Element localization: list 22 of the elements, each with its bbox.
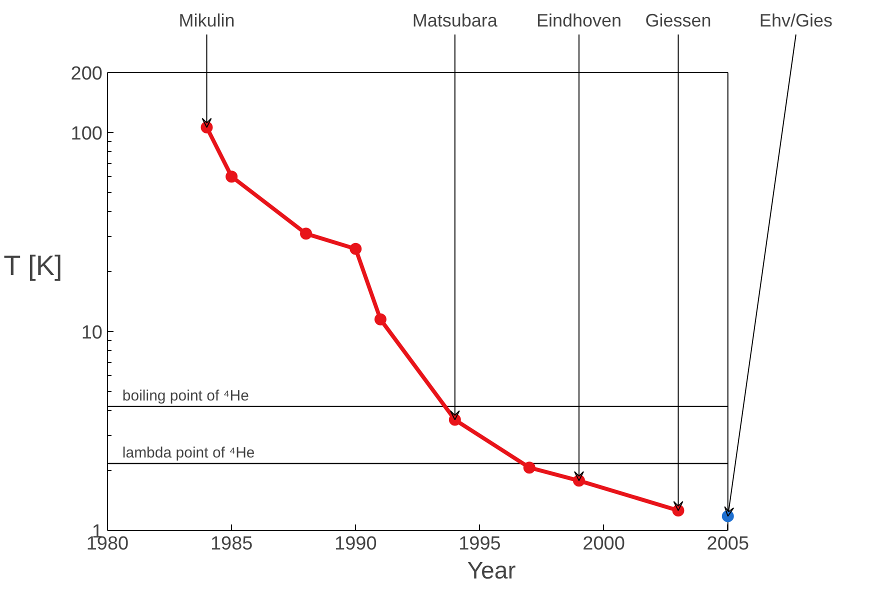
y-tick-label: 10: [81, 322, 103, 344]
y-tick-label: 200: [70, 64, 102, 84]
x-tick-label: 2005: [706, 534, 750, 554]
x-tick-label: 2000: [582, 534, 625, 554]
x-tick-label: 1985: [210, 534, 253, 554]
ref-line-label: boiling point of ⁴He: [122, 387, 249, 404]
x-tick-label: 1995: [458, 534, 501, 554]
annotation: Matsubara: [412, 10, 498, 30]
annotation: Giessen: [645, 10, 712, 30]
ref-line-label: lambda point of ⁴He: [122, 444, 255, 462]
x-axis-title: Year: [467, 558, 516, 584]
point: [350, 242, 362, 255]
y-axis-title: T [K]: [4, 250, 62, 281]
point: [374, 313, 386, 326]
point: [300, 228, 312, 240]
x-tick-label: 1990: [334, 534, 377, 554]
annotation: Mikulin: [178, 10, 235, 30]
annotation: Eindhoven: [536, 10, 622, 30]
point: [523, 462, 536, 474]
point: [226, 170, 238, 183]
annotation: Ehv/Gies: [759, 10, 832, 30]
y-tick-label: 100: [70, 123, 102, 144]
